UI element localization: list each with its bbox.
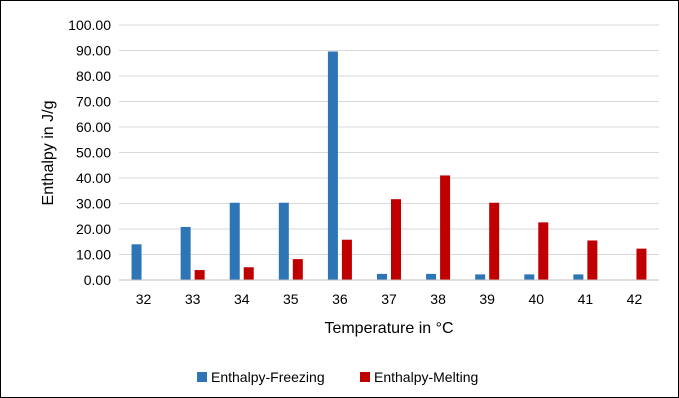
y-axis-title: Enthalpy in J/g [40,101,57,206]
bars [131,51,647,280]
freezing-bar [524,274,535,280]
freezing-bar [327,51,338,280]
melting-bar [538,222,549,280]
legend-label: Enthalpy-Melting [374,369,478,385]
y-tick-label: 70.00 [76,94,111,110]
y-tick-label: 90.00 [76,43,111,59]
x-tick-label: 34 [234,291,250,307]
legend-swatch [197,372,207,382]
melting-bar [292,259,303,280]
freezing-bar [573,274,584,280]
gridlines [119,24,659,255]
legend-swatch [360,372,370,382]
melting-bar [587,240,598,280]
x-tick-label: 33 [185,291,201,307]
y-tick-labels: 0.00 10.00 20.00 30.00 40.00 50.00 60.00 70.00 8… [68,17,111,288]
x-tick-label: 39 [479,291,495,307]
y-tick-label: 10.00 [76,247,111,263]
x-tick-label: 42 [627,291,643,307]
melting-bar [194,270,205,280]
y-tick-label: 0.00 [84,272,111,288]
y-tick-label: 40.00 [76,170,111,186]
x-tick-label: 38 [430,291,446,307]
x-tick-label: 37 [381,291,397,307]
freezing-bar [229,202,240,280]
y-tick-label: 50.00 [76,145,111,161]
legend-label: Enthalpy-Freezing [211,369,325,385]
freezing-bar [377,273,387,280]
y-tick-label: 100.00 [68,17,111,33]
freezing-bar [131,244,142,280]
melting-bar [440,175,451,280]
y-tick-label: 80.00 [76,68,111,84]
freezing-bar [180,226,191,280]
melting-bar [489,202,500,280]
x-tick-label: 35 [283,291,299,307]
x-tick-label: 36 [332,291,348,307]
x-tick-label: 41 [578,291,594,307]
freezing-bar [278,202,289,280]
freezing-bar [426,273,437,280]
melting-bar [341,239,352,280]
x-tick-labels: 32 33 34 35 36 37 38 39 40 41 42 [136,291,643,307]
x-tick-label: 32 [136,291,152,307]
x-axis-title: Temperature in °C [324,320,453,337]
legend: Enthalpy-Freezing Enthalpy-Melting [197,369,478,385]
freezing-bar [475,274,486,280]
x-tick-label: 40 [528,291,544,307]
y-tick-label: 30.00 [76,196,111,212]
melting-bar [636,248,647,280]
melting-bar [243,267,254,280]
y-tick-label: 20.00 [76,221,111,237]
y-tick-label: 60.00 [76,119,111,135]
melting-bar [391,199,401,280]
